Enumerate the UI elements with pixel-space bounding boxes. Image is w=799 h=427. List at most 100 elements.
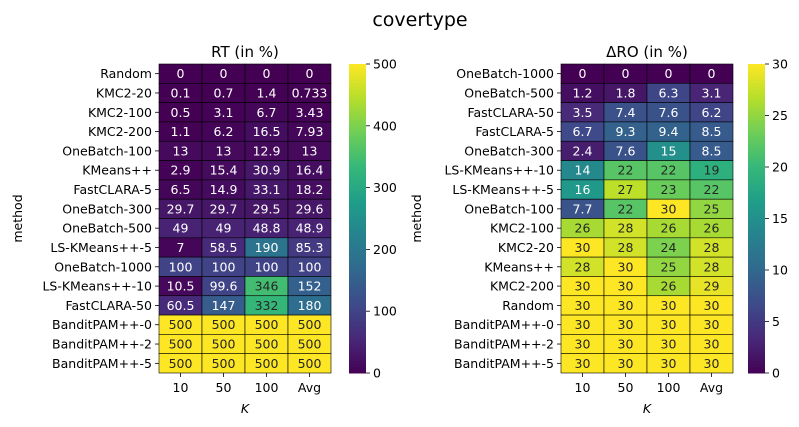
colorbar-segment <box>748 271 765 275</box>
colorbar-segment <box>349 122 366 127</box>
colorbar-segment <box>748 125 765 130</box>
colorbar-segment <box>349 85 366 90</box>
y-axis-label: method <box>10 194 25 242</box>
row-label: LS-KMeans++-10 <box>42 279 152 294</box>
colorbar-segment <box>748 323 765 328</box>
cell-label: 1.4 <box>257 85 277 100</box>
colorbar-segment <box>349 230 366 235</box>
colorbar-segment <box>349 193 366 198</box>
colorbar-segment <box>748 159 765 164</box>
colorbar-segment <box>349 162 366 167</box>
colorbar-segment <box>748 255 765 260</box>
cell-label: 0 <box>177 66 185 81</box>
colorbar-segment <box>349 119 366 124</box>
figure-title: covertype <box>372 9 467 31</box>
colorbar-segment <box>748 73 765 77</box>
cell-label: 0 <box>622 66 630 81</box>
colorbar-segment <box>349 144 366 148</box>
colorbar-segment <box>748 116 765 121</box>
cell-label: 10.5 <box>167 279 195 294</box>
cell-label: 500 <box>255 356 279 371</box>
colorbar-segment <box>349 348 366 352</box>
colorbar-segment <box>349 351 366 355</box>
colorbar-segment <box>748 82 765 87</box>
colorbar-segment <box>748 360 765 365</box>
cell-label: 16.5 <box>253 124 281 139</box>
cell-label: 15.4 <box>210 163 238 178</box>
colorbar-segment <box>748 184 765 189</box>
cell-label: 500 <box>298 356 322 371</box>
column-label: 100 <box>255 380 279 395</box>
colorbar-segment <box>748 351 765 355</box>
colorbar-tick-label: 15 <box>772 211 788 226</box>
colorbar-segment <box>748 128 765 133</box>
cell-label: 0.5 <box>171 105 191 120</box>
cell-label: 30 <box>575 279 591 294</box>
colorbar-segment <box>349 76 366 80</box>
cell-label: 500 <box>169 337 193 352</box>
colorbar-segment <box>748 203 765 207</box>
colorbar-segment <box>349 218 366 223</box>
cell-label: 19 <box>704 163 720 178</box>
colorbar-segment <box>349 311 366 315</box>
cell-label: 30 <box>661 298 677 313</box>
cell-label: 2.4 <box>573 143 593 158</box>
cell-label: 29 <box>704 279 720 294</box>
colorbar-tick-label: 30 <box>772 57 788 72</box>
colorbar-segment <box>349 298 366 303</box>
colorbar-segment <box>748 332 765 337</box>
colorbar-segment <box>349 104 366 108</box>
cell-label: 346 <box>255 279 279 294</box>
row-label: KMC2-20 <box>96 85 152 100</box>
colorbar-segment <box>349 101 366 105</box>
colorbar-segment <box>349 125 366 130</box>
colorbar-segment <box>748 218 765 223</box>
cell-label: 29.6 <box>296 201 324 216</box>
colorbar-segment <box>349 67 366 71</box>
cell-label: 30 <box>618 279 634 294</box>
cell-label: 500 <box>169 317 193 332</box>
colorbar-segment <box>349 360 366 365</box>
cell-label: 6.5 <box>171 182 191 197</box>
colorbar-segment <box>748 91 765 96</box>
colorbar-segment <box>349 335 366 340</box>
row-label: KMeans++ <box>484 259 554 274</box>
colorbar-segment <box>748 246 765 250</box>
cell-label: 30 <box>575 337 591 352</box>
colorbar-segment <box>748 88 765 93</box>
cell-label: 500 <box>298 337 322 352</box>
row-label: OneBatch-1000 <box>456 66 554 81</box>
colorbar-segment <box>748 165 765 170</box>
cell-label: 0 <box>306 66 314 81</box>
colorbar-segment <box>349 141 366 145</box>
colorbar-segment <box>349 280 366 284</box>
colorbar-segment <box>748 79 765 84</box>
colorbar-segment <box>349 227 366 232</box>
colorbar-segment <box>748 301 765 306</box>
colorbar-segment <box>748 122 765 127</box>
cell-label: 500 <box>255 337 279 352</box>
cell-label: 58.5 <box>210 240 238 255</box>
cell-label: 29.5 <box>253 201 281 216</box>
colorbar-segment <box>349 73 366 77</box>
colorbar-segment <box>748 169 765 173</box>
cell-label: 18.2 <box>296 182 324 197</box>
row-label: BanditPAM++-5 <box>52 356 152 371</box>
row-label: KMC2-100 <box>490 221 554 236</box>
colorbar-segment <box>349 332 366 337</box>
cell-label: 190 <box>255 240 279 255</box>
colorbar-segment <box>349 131 366 136</box>
cell-label: 500 <box>212 317 236 332</box>
colorbar-segment <box>748 153 765 158</box>
row-label: OneBatch-500 <box>62 221 152 236</box>
cell-label: 152 <box>298 279 322 294</box>
colorbar-segment <box>349 88 366 93</box>
colorbar-segment <box>748 150 765 155</box>
colorbar-segment <box>748 97 765 102</box>
colorbar-segment <box>748 196 765 201</box>
panel-title: RT (in %) <box>211 43 279 61</box>
cell-label: 30 <box>704 298 720 313</box>
colorbar-segment <box>748 215 765 219</box>
cell-label: 30 <box>661 317 677 332</box>
